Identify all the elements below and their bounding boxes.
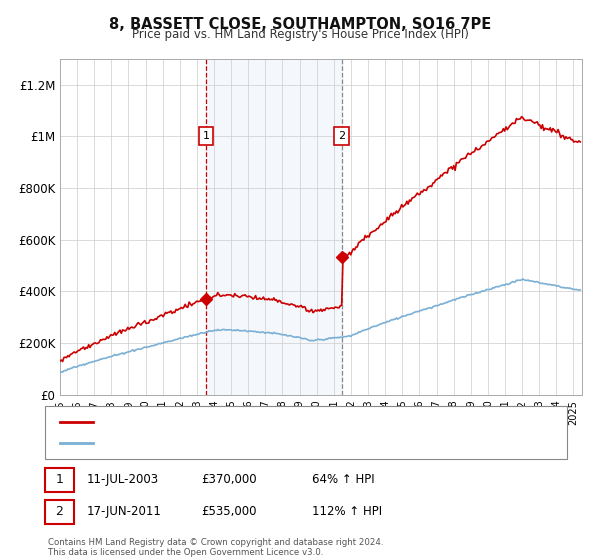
Text: 1: 1 [202,131,209,141]
Text: 112% ↑ HPI: 112% ↑ HPI [312,505,382,519]
Text: 8, BASSETT CLOSE, SOUTHAMPTON, SO16 7PE (detached house): 8, BASSETT CLOSE, SOUTHAMPTON, SO16 7PE … [99,417,436,427]
Text: HPI: Average price, detached house, Southampton: HPI: Average price, detached house, Sout… [99,438,362,448]
Text: Contains HM Land Registry data © Crown copyright and database right 2024.
This d: Contains HM Land Registry data © Crown c… [48,538,383,557]
Bar [206,59,342,395]
Text: £535,000: £535,000 [201,505,257,519]
Text: £370,000: £370,000 [201,473,257,487]
Text: Price paid vs. HM Land Registry's House Price Index (HPI): Price paid vs. HM Land Registry's House … [131,28,469,41]
Text: 8, BASSETT CLOSE, SOUTHAMPTON, SO16 7PE: 8, BASSETT CLOSE, SOUTHAMPTON, SO16 7PE [109,17,491,32]
Text: 1: 1 [55,473,64,487]
Text: 11-JUL-2003: 11-JUL-2003 [87,473,159,487]
Text: 64% ↑ HPI: 64% ↑ HPI [312,473,374,487]
Text: 2: 2 [55,505,64,519]
Text: 2: 2 [338,131,345,141]
Text: 17-JUN-2011: 17-JUN-2011 [87,505,162,519]
